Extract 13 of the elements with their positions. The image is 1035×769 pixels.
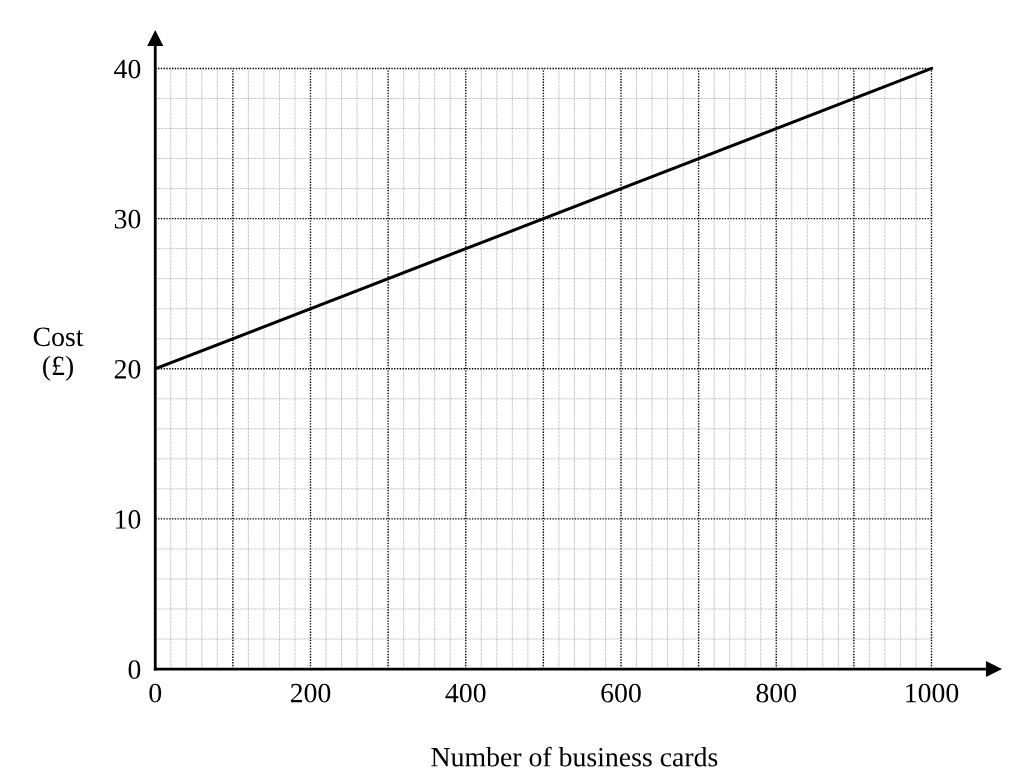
x-tick-label: 400 bbox=[445, 683, 486, 703]
y-tick-label: 30 bbox=[114, 209, 141, 229]
y-tick-label: 40 bbox=[114, 59, 141, 79]
y-tick-label: 0 bbox=[128, 660, 141, 679]
y-tick-label: 10 bbox=[116, 510, 141, 529]
x-tick-label: 1000 bbox=[906, 683, 959, 703]
y-axis-title: Cost (£) bbox=[33, 327, 84, 381]
x-axis-title: Number of business cards bbox=[431, 746, 718, 767]
x-tick-label: 0 bbox=[149, 683, 162, 703]
x-tick-label: 800 bbox=[756, 683, 797, 703]
y-tick-label: 20 bbox=[114, 359, 141, 379]
x-tick-label: 200 bbox=[290, 683, 331, 703]
x-tick-label: 600 bbox=[601, 683, 641, 703]
